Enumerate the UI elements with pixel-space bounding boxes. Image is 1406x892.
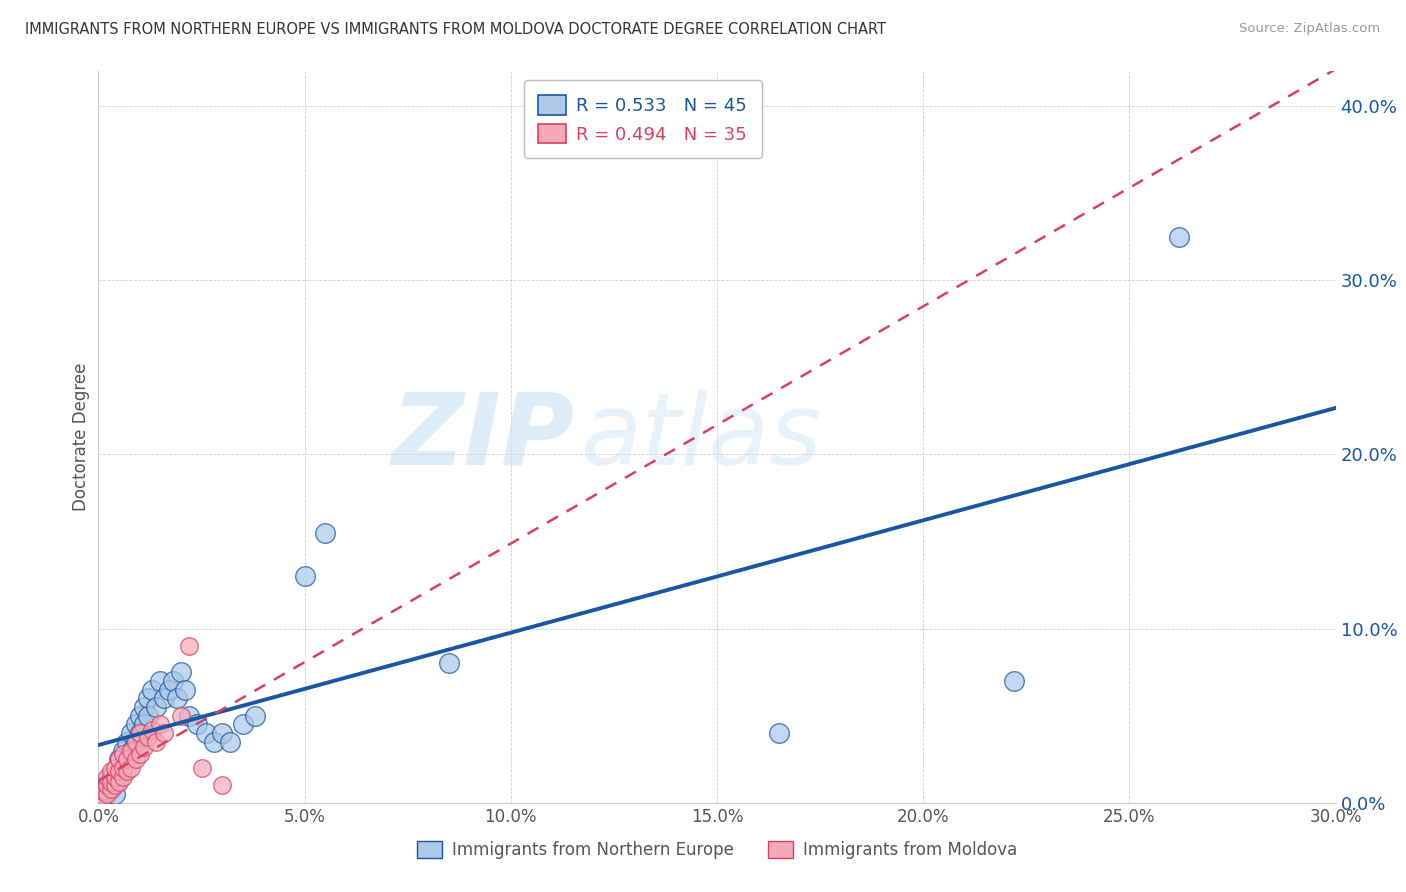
Point: [1168, 229, 1191, 244]
Point: [108, 752, 131, 766]
Point: [120, 761, 142, 775]
Point: [768, 726, 790, 740]
Point: [141, 682, 163, 697]
Point: [104, 761, 127, 775]
Point: [128, 747, 150, 761]
Point: [108, 752, 131, 766]
Point: [437, 657, 460, 671]
Text: atlas: atlas: [581, 389, 823, 485]
Point: [91, 790, 114, 805]
Y-axis label: Doctorate Degree: Doctorate Degree: [72, 363, 90, 511]
Point: [190, 761, 212, 775]
Point: [136, 691, 159, 706]
Point: [179, 639, 201, 653]
Text: Source: ZipAtlas.com: Source: ZipAtlas.com: [1240, 22, 1381, 36]
Point: [128, 726, 150, 740]
Point: [100, 775, 122, 789]
Point: [112, 770, 135, 784]
Point: [243, 708, 266, 723]
Point: [117, 752, 139, 766]
Point: [128, 726, 150, 740]
Point: [132, 717, 155, 731]
Point: [141, 723, 163, 737]
Point: [108, 764, 131, 779]
Point: [132, 700, 155, 714]
Legend: R = 0.533   N = 45, R = 0.494   N = 35: R = 0.533 N = 45, R = 0.494 N = 35: [524, 80, 762, 158]
Point: [124, 717, 146, 731]
Point: [153, 726, 176, 740]
Point: [112, 747, 135, 761]
Text: ZIP: ZIP: [392, 389, 575, 485]
Point: [120, 743, 142, 757]
Point: [112, 743, 135, 757]
Point: [149, 673, 172, 688]
Point: [211, 778, 233, 792]
Point: [124, 752, 146, 766]
Point: [96, 778, 118, 792]
Point: [174, 682, 197, 697]
Point: [132, 740, 155, 755]
Point: [314, 525, 336, 540]
Point: [186, 717, 208, 731]
Point: [179, 708, 201, 723]
Point: [117, 752, 139, 766]
Point: [120, 726, 142, 740]
Point: [170, 708, 193, 723]
Point: [136, 730, 159, 744]
Point: [153, 691, 176, 706]
Point: [112, 761, 135, 775]
Point: [100, 781, 122, 796]
Point: [108, 764, 131, 779]
Text: IMMIGRANTS FROM NORTHERN EUROPE VS IMMIGRANTS FROM MOLDOVA DOCTORATE DEGREE CORR: IMMIGRANTS FROM NORTHERN EUROPE VS IMMIG…: [25, 22, 886, 37]
Point: [91, 787, 114, 801]
Point: [104, 787, 127, 801]
Point: [157, 682, 180, 697]
Point: [219, 735, 242, 749]
Point: [100, 770, 122, 784]
Point: [120, 743, 142, 757]
Point: [104, 778, 127, 792]
Point: [96, 770, 118, 784]
Point: [294, 569, 316, 583]
Point: [91, 783, 114, 797]
Point: [232, 717, 254, 731]
Point: [108, 775, 131, 789]
Point: [202, 735, 225, 749]
Point: [104, 770, 127, 784]
Point: [117, 764, 139, 779]
Point: [1002, 673, 1025, 688]
Point: [124, 735, 146, 749]
Point: [100, 764, 122, 779]
Point: [124, 735, 146, 749]
Point: [166, 691, 188, 706]
Point: [104, 775, 127, 789]
Point: [136, 708, 159, 723]
Point: [145, 735, 167, 749]
Point: [96, 778, 118, 792]
Point: [112, 761, 135, 775]
Point: [117, 735, 139, 749]
Point: [145, 700, 167, 714]
Point: [96, 787, 118, 801]
Point: [149, 717, 172, 731]
Point: [162, 673, 184, 688]
Point: [128, 708, 150, 723]
Point: [170, 665, 193, 680]
Point: [194, 726, 217, 740]
Point: [211, 726, 233, 740]
Point: [100, 781, 122, 796]
